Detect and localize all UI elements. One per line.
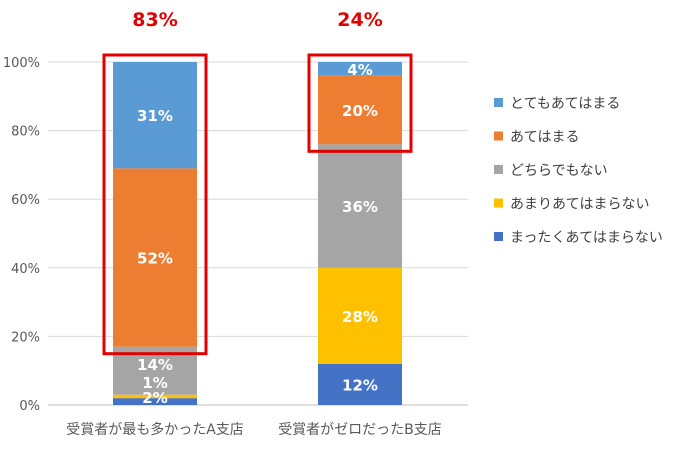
highlight-total-label: 24% (337, 9, 382, 31)
bar-segment (318, 363, 402, 405)
legend-label: あてはまる (510, 130, 579, 146)
data-label: 14% (137, 356, 173, 374)
y-axis-ticks: 0% 20% 40% 60% 80% 100% (3, 56, 40, 414)
legend-swatch (494, 198, 503, 208)
x-category-label: 受賞者がゼロだったB支店 (278, 422, 442, 438)
bar-segment (113, 394, 197, 399)
highlight-box (102, 53, 208, 356)
legend: とてもあてはまるあてはまるどちらでもないあまりあてはまらないまったくあてはまらな… (494, 96, 663, 246)
legend-label: あまりあてはまらない (510, 197, 649, 213)
data-label: 1% (142, 374, 167, 392)
data-label: 28% (342, 308, 378, 326)
bar-segment (318, 62, 402, 76)
legend-label: とてもあてはまる (510, 96, 620, 112)
y-tick-label: 100% (3, 56, 40, 71)
data-label: 52% (137, 250, 173, 268)
legend-label: どちらでもない (510, 163, 608, 179)
legend-swatch (494, 98, 503, 107)
highlight-boxes: 83% 24% (102, 9, 413, 356)
x-category-label: 受賞者が最も多かったA支店 (66, 421, 244, 438)
bar-segment (318, 267, 402, 364)
y-tick-label: 20% (11, 330, 40, 345)
data-label: 12% (342, 376, 378, 394)
legend-swatch (494, 165, 503, 174)
y-tick-label: 80% (11, 125, 40, 140)
bar-segment (318, 144, 402, 268)
bar-segment (113, 62, 197, 169)
x-axis-categories: 受賞者が最も多かったA支店 受賞者がゼロだったB支店 (66, 421, 442, 438)
data-labels: 2%1%14% 52% 31% 12% 28% 36% 20% 4% (137, 61, 378, 407)
bar-segment (318, 75, 402, 145)
y-tick-label: 40% (11, 262, 40, 277)
data-label: 2% (142, 389, 167, 407)
highlight-box (307, 53, 413, 153)
legend-label: まったくあてはまらない (510, 230, 663, 246)
data-label: 31% (137, 107, 173, 125)
legend-swatch (494, 232, 503, 241)
y-tick-label: 60% (11, 193, 40, 208)
y-tick-label: 0% (19, 399, 40, 414)
bar-segment (113, 168, 197, 347)
bars (113, 62, 402, 405)
bar-segment (113, 398, 197, 405)
data-label: 36% (342, 198, 378, 216)
highlight-total-label: 83% (132, 9, 177, 31)
legend-swatch (494, 131, 503, 141)
data-label: 20% (342, 102, 378, 120)
data-label: 4% (347, 61, 372, 79)
